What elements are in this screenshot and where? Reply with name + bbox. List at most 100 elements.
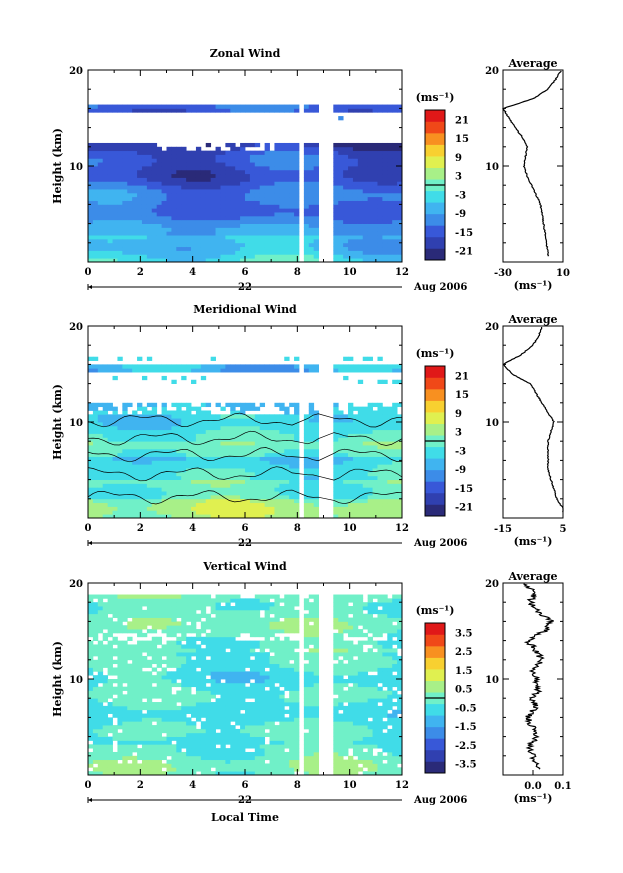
- average-x-tick-label: 0.1: [554, 781, 571, 792]
- y-tick-label: 10: [69, 162, 83, 173]
- colorbar-segment: [425, 646, 445, 658]
- date-label: 22: [238, 282, 252, 293]
- contour-line: [87, 447, 403, 463]
- y-tick-label: 10: [69, 675, 83, 686]
- heatmap-cells: [88, 594, 403, 776]
- contour-line: [87, 430, 403, 446]
- colorbar-unit: (ms⁻¹): [416, 604, 455, 617]
- month-label: Aug 2006: [413, 538, 467, 549]
- x-tick-label: 10: [343, 267, 357, 278]
- y-axis-label: Height (km): [51, 641, 64, 717]
- colorbar-label: 21: [455, 115, 469, 126]
- colorbar-segment: [425, 213, 445, 226]
- colorbar-segment: [425, 657, 445, 670]
- colorbar-label: -15: [455, 228, 473, 239]
- average-x-tick-label: 0.0: [524, 781, 541, 792]
- month-label: Aug 2006: [413, 282, 467, 293]
- colorbar-segment: [425, 680, 445, 693]
- date-axis-marker: [88, 541, 92, 545]
- x-tick-label: 0: [85, 780, 92, 791]
- y-tick-label: 20: [69, 322, 83, 333]
- panel-title: Vertical Wind: [202, 560, 287, 573]
- colorbar-segment: [425, 110, 445, 122]
- colorbar-segment: [425, 749, 445, 762]
- colorbar-label: -2.5: [455, 741, 477, 752]
- colorbar-segment: [425, 623, 445, 635]
- colorbar-segment: [425, 190, 445, 203]
- average-x-tick-label: 10: [556, 268, 570, 279]
- average-profile-line: [502, 70, 562, 257]
- colorbar-label: 3: [455, 172, 462, 183]
- colorbar-segment: [425, 715, 445, 728]
- x-tick-label: 12: [395, 523, 409, 534]
- colorbar-segment: [425, 121, 445, 134]
- contour-line: [87, 412, 403, 428]
- x-tick-label: 10: [343, 523, 357, 534]
- date-label: 22: [238, 795, 252, 806]
- colorbar-label: 2.5: [455, 647, 472, 658]
- y-axis-label: Height (km): [51, 384, 64, 460]
- heatmap-cells: [88, 356, 403, 519]
- colorbar-label: -1.5: [455, 722, 477, 733]
- average-x-label: (ms⁻¹): [514, 279, 553, 292]
- colorbar-segment: [425, 423, 445, 436]
- colorbar-segment: [425, 504, 445, 517]
- colorbar-segment: [425, 492, 445, 505]
- x-tick-label: 0: [85, 267, 92, 278]
- colorbar-label: 15: [455, 390, 469, 401]
- x-tick-label: 10: [343, 780, 357, 791]
- colorbar-label: 9: [455, 409, 462, 420]
- date-axis-marker: [88, 285, 92, 289]
- average-y-tick-label: 10: [485, 162, 499, 173]
- colorbar-label: 15: [455, 134, 469, 145]
- average-y-tick-label: 20: [485, 66, 499, 77]
- x-tick-label: 2: [137, 523, 144, 534]
- average-y-tick-label: 10: [485, 675, 499, 686]
- average-title: Average: [507, 313, 557, 326]
- average-x-tick-label: -15: [494, 524, 512, 535]
- colorbar-label: -21: [455, 247, 473, 258]
- y-tick-label: 20: [69, 579, 83, 590]
- panel-vertical: Vertical Wind 0 2 4 6 8 10 12 10 20 Height (km) 22 A…: [51, 560, 572, 824]
- colorbar-segment: [425, 202, 445, 215]
- panel-title: Zonal Wind: [210, 47, 281, 60]
- colorbar-segment: [425, 366, 445, 378]
- colorbar-segment: [425, 669, 445, 681]
- contour-line: [87, 466, 403, 482]
- colorbar-label: 1.5: [455, 666, 472, 677]
- colorbar-segment: [425, 458, 445, 471]
- average-profile-line: [523, 583, 554, 770]
- colorbar-unit: (ms⁻¹): [416, 91, 455, 104]
- y-tick-label: 10: [69, 418, 83, 429]
- x-axis-label: Local Time: [211, 811, 279, 824]
- y-axis-label: Height (km): [51, 128, 64, 204]
- x-tick-label: 6: [242, 267, 249, 278]
- colorbar-label: -21: [455, 503, 473, 514]
- colorbar-label: 21: [455, 371, 469, 382]
- average-y-tick-label: 20: [485, 579, 499, 590]
- average-x-tick-label: -30: [494, 268, 512, 279]
- colorbar-label: 9: [455, 153, 462, 164]
- zero-contours: [87, 412, 403, 505]
- x-tick-label: 2: [137, 780, 144, 791]
- colorbar-segment: [425, 412, 445, 424]
- average-x-label: (ms⁻¹): [514, 792, 553, 805]
- contour-line: [87, 489, 403, 505]
- colorbar-label: -3: [455, 446, 466, 457]
- panel-meridional: Meridional Wind 0 2 4 6 8 10 12 10 20 Height (km) 2…: [51, 303, 567, 549]
- colorbar-segment: [425, 481, 445, 494]
- heatmap-cells: [88, 104, 403, 263]
- colorbar-segment: [425, 133, 445, 145]
- colorbar-unit: (ms⁻¹): [416, 347, 455, 360]
- x-tick-label: 12: [395, 267, 409, 278]
- colorbar-segment: [425, 738, 445, 751]
- colorbar-label: 0.5: [455, 685, 472, 696]
- panel-zonal: Zonal Wind 0 2 4 6 8 10 12 10 20 Height (km) 22 Aug …: [51, 47, 570, 293]
- colorbar-segment: [425, 377, 445, 390]
- x-tick-label: 8: [294, 267, 301, 278]
- x-tick-label: 4: [189, 523, 196, 534]
- date-label: 22: [238, 538, 252, 549]
- colorbar-label: 3: [455, 428, 462, 439]
- colorbar-label: -15: [455, 484, 473, 495]
